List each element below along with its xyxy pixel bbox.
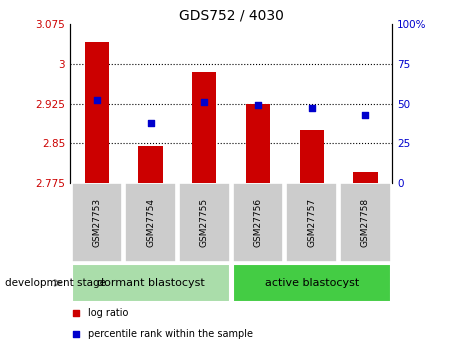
Text: GSM27753: GSM27753 [92,198,101,247]
Title: GDS752 / 4030: GDS752 / 4030 [179,9,284,23]
Text: GSM27754: GSM27754 [146,198,155,247]
Text: percentile rank within the sample: percentile rank within the sample [87,329,253,339]
Text: GSM27756: GSM27756 [253,198,262,247]
Bar [72,183,122,262]
Point [254,102,262,108]
Point [73,310,80,316]
Bar [192,72,216,183]
Bar [286,183,337,262]
Point [308,106,315,111]
Text: dormant blastocyst: dormant blastocyst [97,278,204,288]
Bar [233,264,391,302]
Bar [354,172,377,183]
Text: GSM27755: GSM27755 [200,198,209,247]
Point [147,120,154,125]
Text: GSM27757: GSM27757 [307,198,316,247]
Bar [233,183,283,262]
Bar [125,183,176,262]
Bar [72,264,230,302]
Text: active blastocyst: active blastocyst [265,278,359,288]
Point [201,99,208,105]
Text: development stage: development stage [5,278,106,288]
Bar [138,146,163,183]
Point [73,331,80,337]
Bar [85,42,109,183]
Point [93,98,101,103]
Bar [340,183,391,262]
Bar [179,183,230,262]
Bar [299,130,324,183]
Bar [246,104,270,183]
Text: GSM27758: GSM27758 [361,198,370,247]
Text: log ratio: log ratio [87,308,128,318]
Point [362,112,369,117]
